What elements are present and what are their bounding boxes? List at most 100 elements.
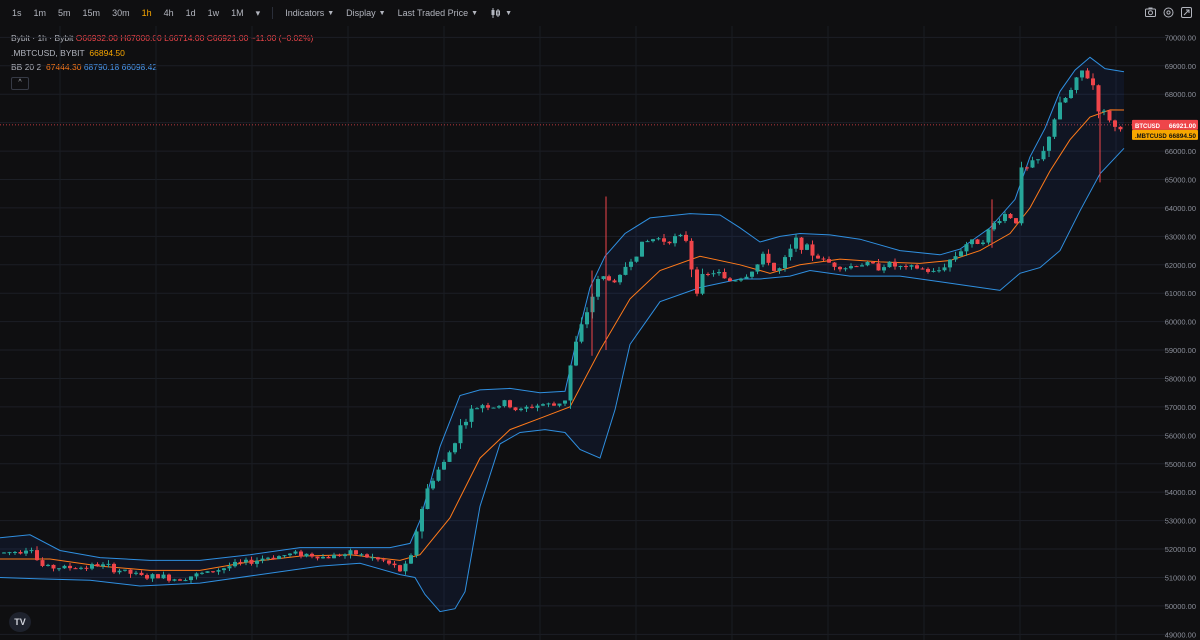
last-price-tag-value: 66921.00 xyxy=(1169,123,1196,130)
candle-body xyxy=(667,241,672,244)
candle-body xyxy=(992,223,996,230)
camera-icon[interactable] xyxy=(1145,7,1156,20)
candle-body xyxy=(1030,160,1035,168)
candle-body xyxy=(376,557,380,560)
chart-legend: Bybit · 1h · Bybit O66932.00 H67000.00 L… xyxy=(11,31,313,90)
candle-body xyxy=(271,557,276,560)
chart-type-button[interactable]: ▼ xyxy=(490,8,512,18)
timeframe-30m[interactable]: 30m xyxy=(112,8,130,18)
candle-body xyxy=(1102,110,1106,112)
chevron-down-icon: ▼ xyxy=(471,9,479,17)
collapse-legend-button[interactable]: ^ xyxy=(11,76,29,90)
timeframe-1m[interactable]: 1m xyxy=(33,8,47,18)
candle-body xyxy=(1041,150,1046,160)
candle-body xyxy=(458,425,463,444)
candle-body xyxy=(409,555,413,564)
candle-body xyxy=(788,248,793,258)
timeframe-1M[interactable]: 1M xyxy=(231,8,244,18)
bollinger-row: BB 20 2 67444.30 68790.18 66098.42 xyxy=(11,60,313,75)
y-tick-label: 62000.00 xyxy=(1165,261,1196,270)
y-tick-label: 59000.00 xyxy=(1165,346,1196,355)
y-tick-label: 52000.00 xyxy=(1165,545,1196,554)
candle-body xyxy=(541,404,545,406)
y-tick-label: 68000.00 xyxy=(1165,90,1196,99)
candle-body xyxy=(244,559,248,563)
chevron-down-icon: ▼ xyxy=(327,9,335,17)
candle-body xyxy=(365,554,369,558)
candle-body xyxy=(68,565,72,569)
candle-body xyxy=(491,407,496,409)
candle-body xyxy=(497,406,501,408)
candles-icon xyxy=(491,8,501,18)
bb-upper-line xyxy=(0,56,1125,561)
mark-price-tag-symbol: .MBTCUSD xyxy=(1135,134,1167,140)
high-value: H67000.00 xyxy=(120,33,162,43)
candle-body xyxy=(211,571,215,573)
price-chart[interactable]: 49000.00 50000.00 51000.00 52000.00 53000.00… xyxy=(0,26,1200,640)
mark-symbol: .MBTCUSD, BYBIT xyxy=(11,47,85,58)
candle-body xyxy=(200,572,204,574)
candle-body xyxy=(24,550,28,554)
display-button[interactable]: Display ▼ xyxy=(346,8,386,18)
candle-body xyxy=(172,579,177,581)
candle-body xyxy=(238,561,243,563)
candle-body xyxy=(898,266,903,268)
candle-body xyxy=(799,237,804,250)
candle-body xyxy=(178,579,182,581)
candle-body xyxy=(348,550,353,555)
candle-body xyxy=(40,560,45,566)
candle-body xyxy=(843,268,848,270)
y-tick-label: 57000.00 xyxy=(1165,403,1196,412)
candle-body xyxy=(733,280,738,282)
candle-body xyxy=(1047,136,1051,151)
candle-body xyxy=(574,341,578,366)
candle-body xyxy=(673,236,677,244)
candle-body xyxy=(931,270,936,272)
candle-body xyxy=(128,569,133,574)
candle-body xyxy=(486,405,490,408)
candle-body xyxy=(596,278,600,297)
candle-body xyxy=(57,568,61,570)
candle-body xyxy=(310,553,314,557)
timeframe-1h[interactable]: 1h xyxy=(141,8,152,18)
candle-body xyxy=(1085,70,1090,79)
bb-basis-line xyxy=(0,109,1125,571)
candle-body xyxy=(821,258,826,260)
timeframe-15m[interactable]: 15m xyxy=(82,8,101,18)
candle-body xyxy=(942,267,947,271)
candle-body xyxy=(425,488,430,509)
last-price-tag: BTCUSD 66921.00 xyxy=(1132,119,1198,130)
timeframe-more-dropdown[interactable]: ▾ xyxy=(255,7,261,18)
candle-body xyxy=(585,312,589,325)
timeframe-4h[interactable]: 4h xyxy=(163,8,174,18)
candle-body xyxy=(1069,89,1073,98)
candle-body xyxy=(222,568,226,571)
timeframe-5m[interactable]: 5m xyxy=(58,8,71,18)
candle-body xyxy=(73,568,78,570)
candle-body xyxy=(915,265,919,269)
timeframe-1s[interactable]: 1s xyxy=(12,8,22,18)
fullscreen-icon[interactable] xyxy=(1181,7,1192,20)
timeframe-1d[interactable]: 1d xyxy=(185,8,196,18)
indicators-button[interactable]: Indicators ▼ xyxy=(285,8,335,18)
candle-body xyxy=(1113,120,1117,127)
candle-body xyxy=(51,564,56,569)
timeframe-1w[interactable]: 1w xyxy=(207,8,220,18)
candle-body xyxy=(876,263,881,271)
candle-body xyxy=(552,403,556,406)
candle-body xyxy=(612,280,617,283)
y-tick-label: 54000.00 xyxy=(1165,488,1196,497)
candle-body xyxy=(783,257,787,269)
candle-body xyxy=(392,563,397,566)
price-source-button[interactable]: Last Traded Price ▼ xyxy=(397,8,479,18)
tradingview-logo[interactable]: TV xyxy=(9,612,31,632)
low-value: L66714.00 xyxy=(164,33,205,43)
gear-icon[interactable] xyxy=(1163,7,1174,20)
candle-body xyxy=(893,261,897,267)
candle-body xyxy=(387,560,391,564)
candle-body xyxy=(959,251,963,257)
candle-body xyxy=(475,408,479,410)
candle-body xyxy=(761,253,765,265)
candle-body xyxy=(123,569,127,571)
candle-body xyxy=(106,563,111,565)
